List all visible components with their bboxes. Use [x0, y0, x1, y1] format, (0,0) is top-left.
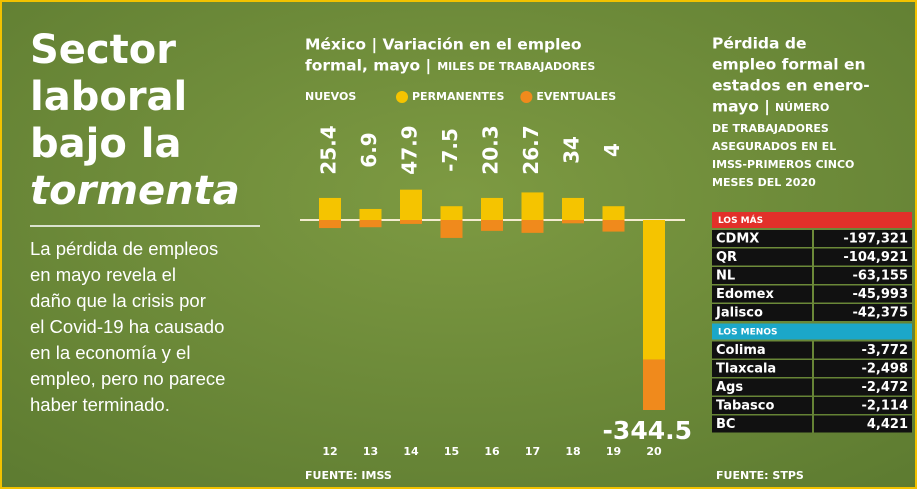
bar-segment: [562, 198, 584, 220]
state-value: -2,114: [861, 399, 908, 414]
group-label: LOS MÁS: [718, 214, 763, 226]
data-label: 34: [560, 136, 584, 164]
body-line: haber terminado.: [30, 394, 170, 415]
legend-label: EVENTUALES: [536, 90, 616, 103]
state-value: -42,375: [852, 306, 908, 321]
bar-segment: [319, 220, 341, 228]
bar-segment: [441, 206, 463, 220]
bar-segment: [360, 220, 382, 227]
bar-segment: [400, 190, 422, 220]
table-title: estados en enero-: [712, 77, 870, 95]
bar-segment: [522, 192, 544, 220]
bar-segment: [400, 220, 422, 224]
x-tick-label: 13: [363, 445, 378, 458]
state-name: NL: [716, 269, 735, 284]
table-subtitle: ASEGURADOS EN EL: [712, 140, 836, 153]
x-tick-label: 17: [525, 445, 540, 458]
x-tick-label: 18: [565, 445, 580, 458]
state-name: Tabasco: [716, 399, 774, 414]
data-label: 25.4: [317, 125, 341, 174]
x-tick-label: 20: [646, 445, 662, 458]
x-tick-label: 16: [484, 445, 500, 458]
bar-segment: [643, 360, 665, 410]
state-name: Tlaxcala: [716, 362, 776, 377]
infographic: Sectorlaboralbajo latormenta La pérdida d…: [0, 0, 917, 489]
body-line: empleo, pero no parece: [30, 368, 225, 389]
state-value: -3,772: [861, 343, 908, 358]
state-name: CDMX: [716, 232, 759, 247]
bar-segment: [481, 198, 503, 220]
body-line: en mayo revela el: [30, 264, 176, 285]
state-name: Colima: [716, 343, 766, 358]
x-tick-label: 14: [403, 445, 419, 458]
data-label: -344.5: [603, 416, 692, 445]
table-source: FUENTE: STPS: [716, 469, 804, 482]
table-subtitle: DE TRABAJADORES: [712, 122, 829, 135]
data-label: 20.3: [479, 125, 503, 174]
table-title: Pérdida de: [712, 35, 806, 53]
table-subtitle: MESES DEL 2020: [712, 176, 816, 189]
state-name: Jalisco: [715, 306, 763, 321]
bar-segment: [562, 220, 584, 223]
group-label: LOS MENOS: [718, 328, 777, 338]
table-title: mayo |: [712, 98, 770, 117]
bar-segment: [360, 209, 382, 220]
x-tick-label: 19: [606, 445, 621, 458]
table-title: empleo formal en: [712, 56, 866, 74]
state-value: -45,993: [852, 287, 908, 302]
state-name: BC: [716, 417, 735, 432]
chart-title: formal, mayo |: [305, 57, 431, 76]
state-value: 4,421: [867, 417, 908, 432]
data-label: -7.5: [438, 128, 462, 172]
bar-segment: [481, 220, 503, 231]
x-tick-label: 12: [322, 445, 337, 458]
data-label: 4: [600, 143, 624, 157]
data-label: 6.9: [357, 132, 381, 167]
bar-segment: [522, 220, 544, 233]
chart-unit: MILES DE TRABAJADORES: [437, 60, 595, 73]
legend-swatch: [520, 91, 532, 103]
legend-label: PERMANENTES: [412, 90, 504, 103]
state-value: -197,321: [843, 232, 908, 247]
headline-line: bajo la: [30, 121, 181, 167]
state-value: -63,155: [852, 269, 908, 284]
body-line: La pérdida de empleos: [30, 238, 218, 259]
chart-source: FUENTE: IMSS: [305, 469, 392, 482]
state-name: Edomex: [716, 287, 774, 302]
state-name: QR: [716, 250, 737, 265]
bar-segment: [603, 220, 625, 232]
state-name: Ags: [716, 380, 743, 395]
body-line: el Covid-19 ha causado: [30, 316, 224, 337]
body-line: daño que la crisis por: [30, 290, 206, 311]
headline-line: Sector: [30, 27, 176, 73]
bar-segment: [319, 198, 341, 220]
bar-segment: [603, 206, 625, 220]
headline-emphasis: tormenta: [30, 168, 240, 214]
headline-line: laboral: [30, 74, 187, 120]
state-value: -2,472: [861, 380, 908, 395]
body-line: en la economía y el: [30, 342, 190, 363]
state-value: -2,498: [861, 362, 908, 377]
chart-title: México | Variación en el empleo: [305, 36, 582, 55]
data-label: 47.9: [398, 125, 422, 174]
state-value: -104,921: [843, 250, 908, 265]
bar-segment: [441, 220, 463, 238]
legend-title: NUEVOS: [305, 90, 356, 103]
table-subtitle: IMSS-PRIMEROS CINCO: [712, 158, 854, 171]
bar-segment: [643, 220, 665, 360]
legend-swatch: [396, 91, 408, 103]
x-tick-label: 15: [444, 445, 459, 458]
data-label: 26.7: [519, 125, 543, 174]
table-subtitle: NÚMERO: [775, 101, 829, 114]
